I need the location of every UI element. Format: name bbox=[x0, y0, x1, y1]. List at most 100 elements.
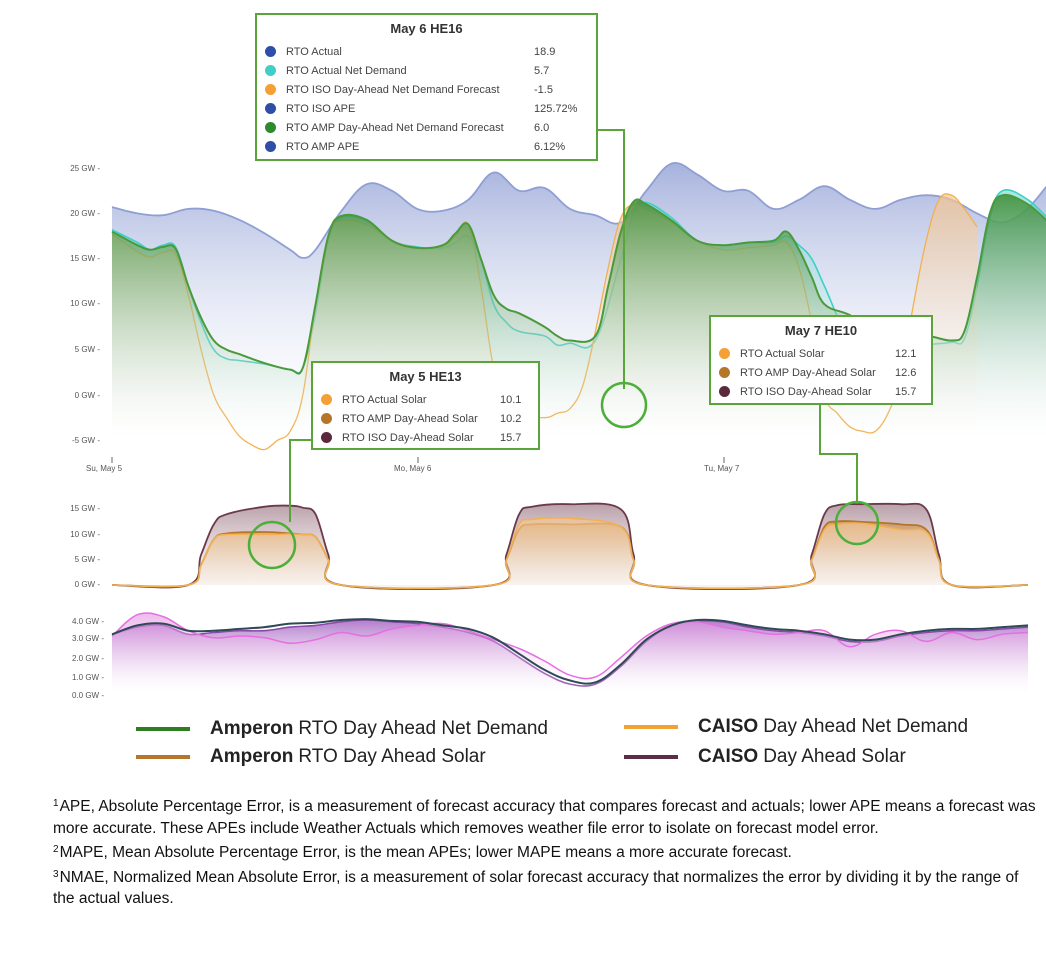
tooltip-row: RTO Actual Net Demand 5.7 bbox=[257, 61, 596, 80]
tooltip-row-label: RTO ISO Day-Ahead Solar bbox=[740, 385, 872, 398]
tooltip-row-label: RTO AMP Day-Ahead Solar bbox=[342, 412, 478, 425]
tooltip-row-value: 12.1 bbox=[895, 347, 917, 360]
legend-text: RTO Day Ahead Net Demand bbox=[298, 718, 549, 739]
error-y-ticks: 4.0 GW - 3.0 GW - 2.0 GW - 1.0 GW - 0.0 … bbox=[72, 617, 104, 700]
tooltip-row-value: 10.2 bbox=[500, 412, 522, 425]
series-dot-icon bbox=[265, 65, 276, 76]
footnote-nmae: 3NMAE, Normalized Mean Absolute Error, i… bbox=[53, 864, 1038, 910]
tooltip-row: RTO ISO Day-Ahead Net Demand Forecast -1… bbox=[257, 80, 596, 99]
net-demand-x-ticks: Su, May 5 Mo, May 6 Tu, May 7 bbox=[86, 457, 740, 473]
tooltip-row: RTO AMP APE 6.12% bbox=[257, 137, 596, 156]
legend-brand: Amperon bbox=[210, 718, 294, 739]
tooltip-row-label: RTO ISO Day-Ahead Net Demand Forecast bbox=[286, 83, 500, 96]
legend-item-amperon-solar: Amperon RTO Day Ahead Solar bbox=[136, 746, 486, 768]
series-dot-icon bbox=[265, 46, 276, 57]
tooltip-row: RTO Actual 18.9 bbox=[257, 42, 596, 61]
error-ytick: 3.0 GW - bbox=[72, 634, 104, 643]
tooltip-row-value: 125.72% bbox=[534, 102, 578, 115]
footnote-marker: 3 bbox=[53, 868, 59, 880]
tooltip-row: RTO AMP Day-Ahead Net Demand Forecast 6.… bbox=[257, 118, 596, 137]
series-dot-icon bbox=[321, 413, 332, 424]
net-demand-xtick-label: Su, May 5 bbox=[86, 464, 123, 473]
callout-line-may6 bbox=[597, 129, 625, 389]
solar-ytick: 0 GW - bbox=[75, 580, 101, 589]
tooltip-row-label: RTO AMP Day-Ahead Net Demand Forecast bbox=[286, 121, 504, 134]
footnotes: 1APE, Absolute Percentage Error, is a me… bbox=[53, 793, 1038, 910]
tooltip-row-value: 10.1 bbox=[500, 393, 522, 406]
series-dot-icon bbox=[265, 103, 276, 114]
tooltip-row-label: RTO AMP Day-Ahead Solar bbox=[740, 366, 876, 379]
net-demand-ytick: 25 GW - bbox=[70, 164, 100, 173]
footnote-mape: 2MAPE, Mean Absolute Percentage Error, i… bbox=[53, 839, 1038, 864]
tooltip-row-value: 5.7 bbox=[534, 64, 550, 77]
error-series bbox=[111, 612, 1029, 693]
legend-brand: CAISO bbox=[698, 716, 759, 737]
tooltip-row: RTO AMP Day-Ahead Solar 12.6 bbox=[711, 363, 931, 382]
error-panel: 4.0 GW - 3.0 GW - 2.0 GW - 1.0 GW - 0.0 … bbox=[72, 612, 1029, 700]
error-ytick: 0.0 GW - bbox=[72, 691, 104, 700]
footnote-ape: 1APE, Absolute Percentage Error, is a me… bbox=[53, 793, 1038, 839]
tooltip-row-value: 6.12% bbox=[534, 140, 566, 153]
net-demand-series bbox=[111, 162, 1046, 451]
legend-item-caiso-solar: CAISO Day Ahead Solar bbox=[624, 746, 906, 768]
footnote-text: NMAE, Normalized Mean Absolute Error, is… bbox=[53, 868, 1019, 908]
net-demand-ytick: 20 GW - bbox=[70, 209, 100, 218]
callout-line-may5 bbox=[289, 439, 312, 522]
solar-y-ticks: 15 GW - 10 GW - 5 GW - 0 GW - bbox=[70, 504, 100, 589]
tooltip-row-value: 6.0 bbox=[534, 121, 550, 134]
tooltip-row-value: 15.7 bbox=[895, 385, 917, 398]
error-ytick: 4.0 GW - bbox=[72, 617, 104, 626]
series-dot-icon bbox=[719, 386, 730, 397]
footnote-marker: 2 bbox=[53, 844, 59, 855]
solar-ytick: 5 GW - bbox=[75, 555, 101, 564]
series-line bbox=[111, 612, 1029, 680]
net-demand-ytick: 5 GW - bbox=[75, 345, 101, 354]
tooltip-row: RTO ISO APE 125.72% bbox=[257, 99, 596, 118]
legend-text: Day Ahead Solar bbox=[763, 746, 906, 767]
net-demand-xtick-label: Mo, May 6 bbox=[394, 464, 432, 473]
error-ytick: 1.0 GW - bbox=[72, 673, 104, 682]
legend-brand: CAISO bbox=[698, 746, 759, 767]
callouts bbox=[247, 129, 880, 570]
solar-ytick: 15 GW - bbox=[70, 504, 100, 513]
series-line bbox=[111, 618, 1029, 685]
tooltip-may6: May 6 HE16 RTO Actual 18.9 RTO Actual Ne… bbox=[255, 13, 598, 161]
solar-ytick: 10 GW - bbox=[70, 530, 100, 539]
legend-swatch bbox=[624, 755, 678, 759]
net-demand-ytick: 0 GW - bbox=[75, 391, 101, 400]
tooltip-row-label: RTO ISO APE bbox=[286, 102, 356, 115]
footnote-marker: 1 bbox=[53, 798, 59, 809]
net-demand-ytick: 10 GW - bbox=[70, 299, 100, 308]
legend-text: RTO Day Ahead Solar bbox=[298, 746, 486, 767]
tooltip-row-value: 18.9 bbox=[534, 45, 556, 58]
legend-brand: Amperon bbox=[210, 746, 294, 767]
tooltip-title: May 7 HE10 bbox=[784, 323, 858, 338]
tooltip-row-label: RTO Actual Solar bbox=[342, 393, 427, 406]
tooltip-row-label: RTO Actual bbox=[286, 45, 342, 58]
net-demand-xtick-label: Tu, May 7 bbox=[704, 464, 740, 473]
tooltip-row: RTO Actual Solar 12.1 bbox=[711, 344, 931, 363]
highlight-circle-may7 bbox=[834, 500, 880, 546]
series-dot-icon bbox=[321, 432, 332, 443]
tooltip-row-label: RTO ISO Day-Ahead Solar bbox=[342, 431, 474, 444]
series-line bbox=[111, 517, 1029, 590]
tooltip-row-value: 15.7 bbox=[500, 431, 522, 444]
tooltip-row: RTO Actual Solar 10.1 bbox=[313, 390, 538, 409]
series-area bbox=[112, 517, 1028, 589]
tooltip-row-label: RTO Actual Solar bbox=[740, 347, 825, 360]
tooltip-row-value: 12.6 bbox=[895, 366, 917, 379]
tooltip-may5: May 5 HE13 RTO Actual Solar 10.1 RTO AMP… bbox=[311, 361, 540, 450]
tooltip-title: May 5 HE13 bbox=[389, 369, 462, 384]
series-dot-icon bbox=[265, 84, 276, 95]
legend-swatch bbox=[136, 727, 190, 731]
net-demand-y-ticks: 25 GW - 20 GW - 15 GW - 10 GW - 5 GW - 0… bbox=[70, 164, 100, 445]
series-dot-icon bbox=[321, 394, 332, 405]
tooltip-row-label: RTO Actual Net Demand bbox=[286, 64, 407, 77]
solar-panel: 15 GW - 10 GW - 5 GW - 0 GW - bbox=[70, 502, 1029, 591]
net-demand-ytick: 15 GW - bbox=[70, 254, 100, 263]
error-ytick: 2.0 GW - bbox=[72, 654, 104, 663]
callout-line-may7 bbox=[819, 404, 858, 503]
tooltip-row: RTO ISO Day-Ahead Solar 15.7 bbox=[313, 428, 538, 447]
tooltip-row: RTO ISO Day-Ahead Solar 15.7 bbox=[711, 382, 931, 401]
tooltip-row-value: -1.5 bbox=[534, 83, 553, 96]
